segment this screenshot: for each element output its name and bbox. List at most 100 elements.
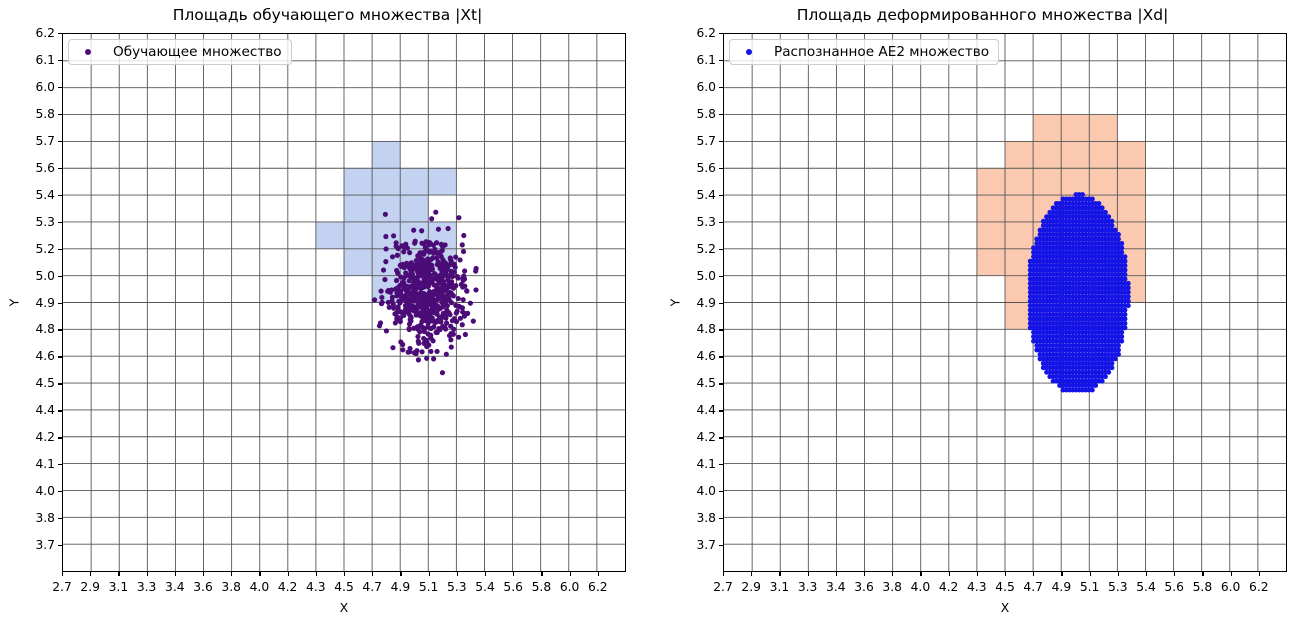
y-tick-mark [58,464,62,466]
legend-marker-icon-right [746,49,752,55]
data-point [1122,258,1128,264]
chart-title-right: Площадь деформированного множества |Xd| [796,6,1169,24]
highlight-cell [1117,168,1146,196]
y-tick-mark [719,86,723,89]
y-tick-mark [58,140,62,143]
scatter-points-right [1027,192,1131,393]
x-tick-mark [892,572,894,576]
x-tick-mark [1258,572,1261,576]
y-axis-label-right: Y [667,298,683,306]
x-tick-label: 5.8 [1192,580,1213,594]
x-tick-label: 5.6 [1164,580,1184,594]
x-tick-mark [62,572,64,576]
highlight-cell [976,168,1005,196]
highlight-cell [976,248,1005,276]
data-point [408,318,414,324]
data-point [453,302,459,308]
y-tick-label: 3.7 [696,538,716,553]
x-tick-label: 5.6 [503,580,523,594]
y-tick-mark [58,437,62,439]
highlight-cell [400,168,429,196]
data-point [458,281,464,288]
y-tick-label: 4.6 [696,349,716,364]
x-tick-label: 5.8 [531,580,552,594]
data-point [394,267,400,274]
legend-left[interactable]: Обучающее множество [68,39,292,65]
data-point [412,278,418,284]
data-point [422,317,428,324]
y-tick-mark [58,329,62,331]
data-point [382,211,388,217]
x-tick-label: 4.5 [334,580,354,594]
data-point [401,249,407,255]
data-point [460,309,466,315]
chart-panel-left: Площадь обучающего множества |Xt| Обучаю… [0,0,655,626]
x-tick-mark [1174,572,1176,576]
y-tick-label: 5.6 [35,160,55,175]
x-tick-label: 4.7 [362,580,382,594]
data-point [390,301,396,307]
data-point [382,276,388,283]
data-point [421,296,427,302]
data-point [473,287,479,293]
y-tick-mark [58,302,62,304]
x-tick-mark [751,572,753,576]
data-point [427,289,433,295]
data-point [461,232,467,239]
data-point [427,298,433,304]
y-tick-mark [719,113,723,116]
legend-right[interactable]: Распознанное AE2 множество [729,39,1000,65]
data-point [428,325,434,332]
highlight-cell [1089,141,1118,169]
data-point [438,272,444,278]
x-tick-label: 4.0 [910,580,931,594]
data-point [443,320,450,326]
x-tick-mark [920,572,922,576]
y-tick-mark [719,194,723,196]
x-tick-label: 3.1 [108,580,129,594]
data-point [1080,192,1086,198]
highlight-cell [1089,168,1118,196]
data-point [416,340,422,346]
data-point [402,309,409,315]
data-point [1119,329,1125,335]
data-point [1122,263,1128,269]
data-point [431,356,437,362]
data-point [457,315,463,321]
data-point [394,285,401,291]
y-tick-mark [719,437,723,439]
highlight-cell [1033,114,1062,142]
x-tick-label: 6.2 [588,580,608,594]
data-point [465,310,471,316]
data-point [1119,240,1125,246]
data-point [419,228,425,234]
highlight-cell [1061,141,1090,169]
data-point [407,250,413,256]
y-tick-mark [719,518,723,520]
x-tick-label: 3.8 [882,580,902,594]
highlight-cell [1061,168,1090,196]
data-point [447,289,453,295]
data-point [428,265,434,271]
x-tick-label: 4.7 [1023,580,1043,594]
y-tick-mark [58,86,62,89]
x-tick-label: 4.9 [390,580,411,594]
data-point [412,240,418,246]
data-point [406,302,412,308]
data-point [1125,298,1131,304]
x-axis-label-right: X [1000,600,1010,615]
data-point [405,288,411,294]
data-point [443,301,449,307]
data-point [457,257,463,263]
data-point [454,273,460,280]
data-point [1112,356,1118,362]
y-tick-mark [719,491,723,493]
data-point [1096,200,1102,206]
y-tick-label: 4.1 [696,457,716,472]
data-point [1122,307,1128,313]
x-tick-mark [1089,572,1091,576]
y-tick-mark [58,410,62,412]
x-tick-mark [428,572,430,576]
y-tick-mark [719,383,723,385]
data-point [443,315,449,321]
